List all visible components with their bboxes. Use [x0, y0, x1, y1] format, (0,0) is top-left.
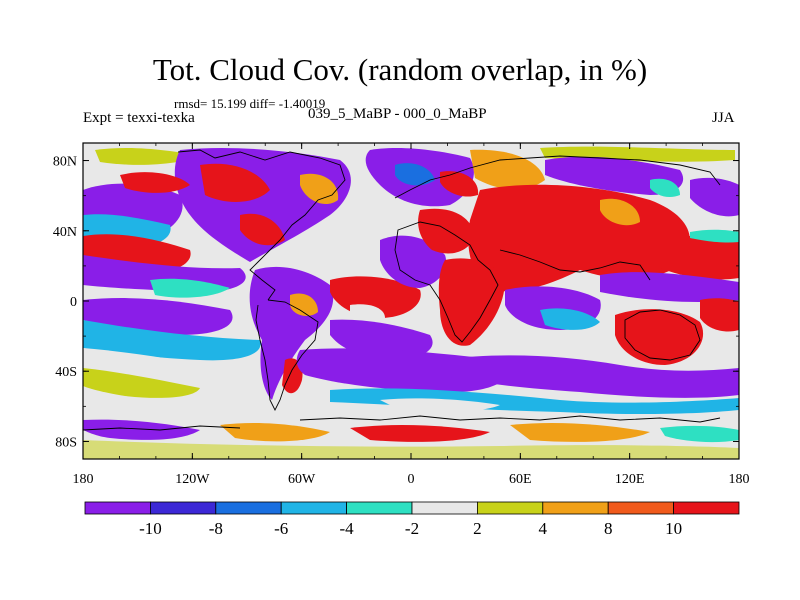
lon-tick-label: 120W — [175, 472, 210, 487]
coastline-outlines — [83, 149, 721, 431]
difference-label: 039_5_MaBP - 000_0_MaBP — [308, 106, 487, 122]
latitude-axis: 80N 40N 0 40S 80S — [53, 155, 739, 450]
colorbar-swatch — [215, 501, 282, 515]
colorbar-label: -4 — [340, 519, 355, 538]
longitude-axis: 180 120W 60W 0 60E 120E 180 — [73, 143, 750, 487]
colorbar-swatch — [84, 501, 151, 515]
lon-tick-label: 60E — [509, 472, 532, 487]
colorbar-label: -6 — [274, 519, 288, 538]
colorbar-label: 8 — [604, 519, 613, 538]
season-label: JJA — [712, 110, 735, 126]
colorbar-swatch — [542, 501, 609, 515]
colorbar-swatch — [346, 501, 413, 515]
colorbar-swatch — [411, 501, 478, 515]
cloud-cover-field — [83, 143, 739, 459]
colorbar-swatch — [476, 501, 544, 515]
lat-tick-label: 40S — [55, 365, 77, 380]
colorbar-swatch — [280, 501, 348, 515]
lon-tick-label: 60W — [288, 472, 316, 487]
colorbar-label: 4 — [539, 519, 548, 538]
map-title: Tot. Cloud Cov. (random overlap, in %) — [152, 52, 648, 87]
experiment-label: Expt = texxi-texka — [83, 110, 195, 126]
colorbar-swatch — [673, 501, 740, 515]
colorbar-label: 10 — [665, 519, 682, 538]
colorbar-label: -8 — [209, 519, 223, 538]
colorbar-label: -2 — [405, 519, 419, 538]
lat-tick-label: 40N — [53, 225, 77, 240]
colorbar: -10 -8 -6 -4 -2 2 4 8 10 — [84, 501, 740, 538]
lon-tick-label: 0 — [408, 472, 415, 487]
lon-tick-label: 180 — [729, 472, 750, 487]
stats-label: rmsd= 15.199 diff= -1.40019 — [174, 96, 326, 111]
colorbar-label: -10 — [139, 519, 162, 538]
lon-tick-label: 120E — [615, 472, 645, 487]
lat-tick-label: 0 — [70, 295, 77, 310]
lat-tick-label: 80S — [55, 435, 77, 450]
colorbar-swatch — [607, 501, 675, 515]
colorbar-swatch — [149, 501, 217, 515]
colorbar-label: 2 — [473, 519, 482, 538]
lon-tick-label: 180 — [73, 472, 94, 487]
lat-tick-label: 80N — [53, 155, 77, 170]
